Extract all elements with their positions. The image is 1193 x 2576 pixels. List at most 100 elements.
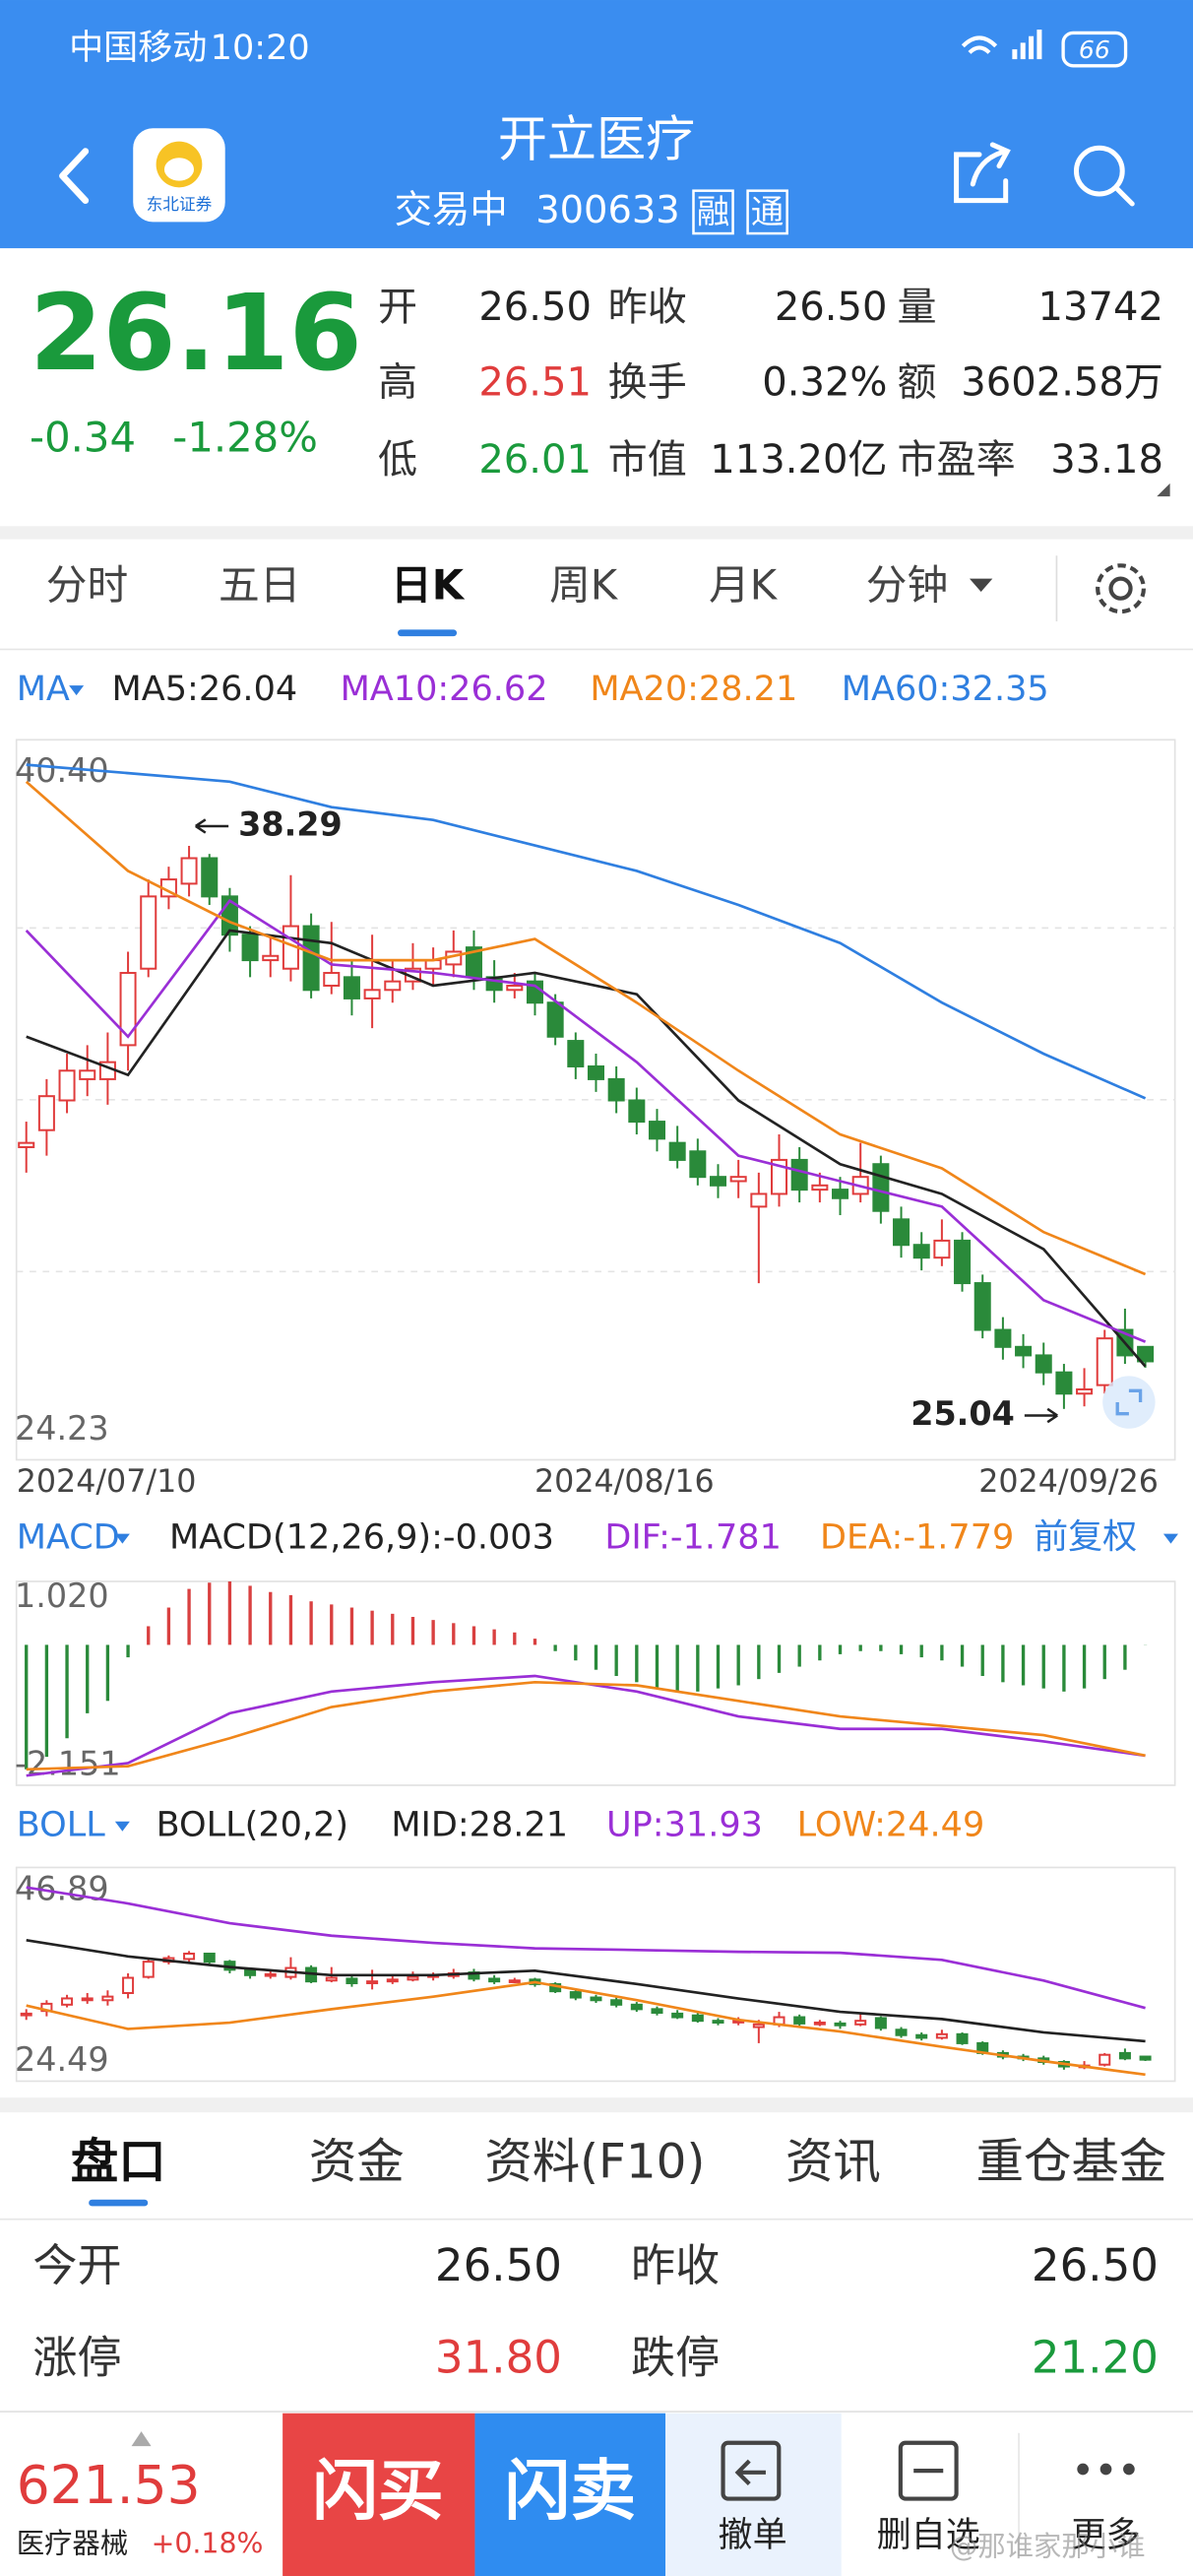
detail-tab[interactable]: 资金: [309, 2135, 405, 2190]
y-tick-label: -2.151: [15, 1744, 121, 1782]
expand-corner[interactable]: [1157, 483, 1170, 497]
table-label: 跌停: [631, 2331, 720, 2383]
broker-logo: [133, 128, 225, 223]
field-label: 昨收: [608, 285, 687, 330]
chart-tab[interactable]: 分时: [46, 561, 128, 610]
candle-body: [933, 1239, 951, 1259]
back-button[interactable]: [59, 148, 90, 205]
candle-body: [407, 1975, 419, 1981]
detail-tab[interactable]: 重仓基金: [976, 2135, 1167, 2190]
table-label: 涨停: [32, 2331, 121, 2383]
x-tick-label: 2024/08/16: [534, 1464, 715, 1500]
candle-body: [712, 2020, 724, 2024]
cancel-button[interactable]: 撤单: [719, 2515, 787, 2555]
detail-tab[interactable]: 盘口: [71, 2135, 166, 2190]
clock: 10:20: [211, 28, 310, 68]
last-price: 26.16: [30, 273, 362, 395]
candle-body: [994, 1328, 1012, 1348]
detail-tabs: 盘口 资金 资料(F10) 资讯 重仓基金: [71, 2135, 1166, 2207]
share-button[interactable]: [954, 142, 1011, 204]
field-label: 低: [378, 437, 417, 483]
candle-body: [140, 895, 157, 970]
candle-body: [180, 857, 198, 885]
price-change: -0.34: [30, 413, 136, 461]
stock-title: 开立医疗: [498, 111, 695, 168]
detail-tab[interactable]: 资料(F10): [484, 2135, 705, 2190]
indicator-name[interactable]: BOLL: [17, 1805, 106, 1845]
candle-body: [262, 954, 280, 962]
indicator-line: [26, 929, 1147, 1368]
indicator-line: [25, 780, 1147, 1276]
candle-body: [956, 2032, 969, 2044]
zoom-button[interactable]: [1102, 1376, 1156, 1429]
buy-button-bg[interactable]: [283, 2413, 475, 2576]
remove-watchlist-button[interactable]: 删自选: [877, 2515, 980, 2555]
detail-tab[interactable]: 资讯: [785, 2135, 881, 2190]
buy-button[interactable]: 闪买: [312, 2453, 444, 2530]
candle-body: [1035, 1354, 1052, 1374]
sell-button[interactable]: 闪卖: [505, 2453, 637, 2530]
candle-body: [1096, 1337, 1113, 1386]
candle-body: [122, 1976, 135, 1994]
candle-body: [668, 1141, 686, 1161]
candle-body: [142, 1961, 155, 1978]
indicator-name[interactable]: MACD: [17, 1517, 120, 1558]
index-name: 医疗器械: [17, 2527, 129, 2559]
adjust-mode[interactable]: 前复权: [1034, 1517, 1137, 1558]
candle-body: [201, 857, 219, 898]
y-tick-label: 1.020: [15, 1577, 109, 1615]
candle-body: [569, 1991, 582, 1999]
indicator-dropdown[interactable]: [114, 1821, 130, 1832]
candle-body: [648, 1121, 666, 1140]
price-change-pct: -1.28%: [172, 413, 318, 461]
candle-body: [58, 1069, 76, 1102]
candle-body: [363, 989, 381, 999]
candle-body: [793, 2016, 806, 2025]
candle-body: [915, 2033, 928, 2039]
candle-body: [101, 1995, 114, 2002]
field-value: 26.01: [478, 437, 592, 483]
candle-body: [628, 1099, 646, 1124]
field-value: 3602.58万: [961, 360, 1163, 406]
candle-body: [607, 1077, 625, 1102]
candle-body: [590, 1996, 602, 2002]
settings-button[interactable]: [1096, 563, 1147, 614]
index-value[interactable]: 621.53: [17, 2454, 201, 2516]
more-button[interactable]: 更多: [1071, 2515, 1140, 2555]
chart-tab[interactable]: 日K: [391, 561, 466, 610]
separator: [0, 2097, 1193, 2113]
index-change: +0.18%: [152, 2527, 264, 2559]
candle-body: [1055, 1371, 1073, 1395]
y-tick-label: 24.49: [15, 2040, 109, 2079]
min-annotation: 25.04: [910, 1394, 1015, 1433]
candle-body: [832, 1189, 849, 1199]
table-value: 21.20: [1032, 2331, 1159, 2383]
indicator-dropdown[interactable]: [69, 685, 85, 696]
table-label: 昨收: [631, 2239, 720, 2291]
candle-body: [366, 1980, 379, 1984]
chart-tab[interactable]: 月K: [709, 561, 779, 610]
candle-body: [813, 2021, 826, 2026]
field-value: 13742: [1038, 285, 1163, 330]
x-tick-label: 2024/07/10: [17, 1464, 197, 1500]
remove-watchlist-icon: [898, 2440, 959, 2501]
candle-body: [20, 2012, 32, 2017]
adjust-dropdown[interactable]: [1162, 1533, 1178, 1544]
candle-body: [771, 1158, 788, 1195]
separator: [0, 526, 1193, 540]
candle-body: [203, 1952, 216, 1964]
stock-code: 300633: [535, 188, 680, 232]
search-button[interactable]: [1073, 145, 1135, 207]
candle-body: [811, 1184, 829, 1191]
indicator-dropdown[interactable]: [114, 1533, 130, 1544]
cancel-bg[interactable]: [665, 2413, 842, 2576]
chart-tab[interactable]: 周K: [549, 561, 619, 610]
sell-button-bg[interactable]: [474, 2413, 666, 2576]
chart-tab[interactable]: 分钟: [866, 561, 948, 610]
indicator-name[interactable]: MA: [17, 669, 70, 709]
chart-tab[interactable]: 五日: [219, 561, 300, 610]
candle-body: [119, 972, 137, 1047]
candle-body: [1015, 1345, 1033, 1357]
